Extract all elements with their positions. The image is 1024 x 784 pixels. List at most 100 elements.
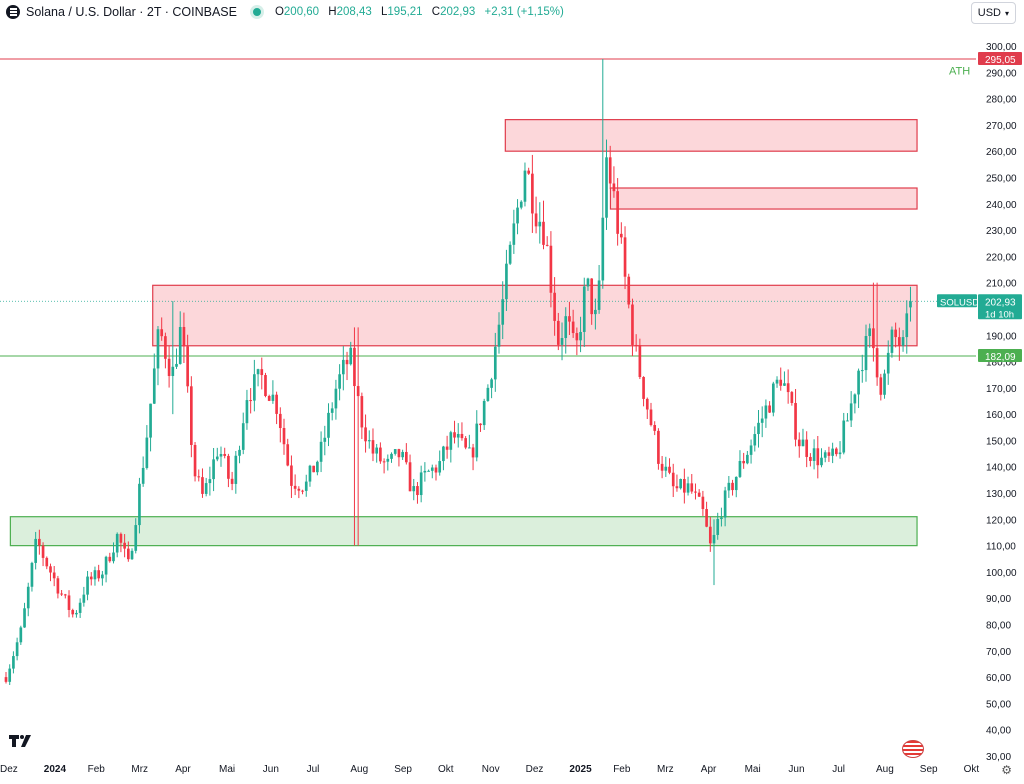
resistance-zone[interactable]: [609, 187, 918, 210]
candle-body: [527, 170, 530, 174]
candle-body: [434, 467, 438, 473]
y-tick-label: 90,00: [986, 594, 1011, 605]
open-label: O: [274, 6, 284, 18]
resistance-zone[interactable]: [152, 284, 918, 347]
candle-body: [657, 430, 660, 464]
x-tick-label: Dez: [0, 764, 18, 775]
candle-body: [38, 538, 41, 546]
candle-body: [797, 439, 801, 447]
y-tick-label: 180,00: [986, 358, 1017, 369]
candle-body: [875, 348, 879, 378]
candle-body: [771, 383, 775, 413]
candle-body: [312, 465, 316, 473]
candle-body: [182, 326, 186, 347]
candle-body: [175, 363, 178, 367]
y-tick-label: 150,00: [986, 436, 1017, 447]
candle-body: [590, 278, 594, 315]
candle-body: [15, 642, 19, 657]
candle-body: [846, 420, 849, 422]
candle-body: [812, 448, 816, 461]
tradingview-logo[interactable]: [8, 733, 34, 749]
gear-icon[interactable]: ⚙: [1001, 763, 1012, 777]
candle-body: [505, 263, 508, 300]
currency-button[interactable]: USD ▾: [970, 2, 1016, 24]
candle-body: [668, 466, 671, 473]
candle-body: [115, 533, 119, 553]
candle-body: [256, 369, 260, 375]
candle-body: [160, 329, 164, 337]
candle-body: [508, 244, 512, 264]
candle-body: [568, 316, 571, 322]
chart-header: Solana / U.S. Dollar · 2T · COINBASE O20…: [0, 0, 1024, 24]
candle-body: [731, 482, 734, 491]
candle-body: [430, 467, 434, 471]
candle-body: [104, 556, 108, 575]
us-flag-icon[interactable]: [902, 740, 924, 758]
candle-body: [12, 656, 15, 669]
x-tick-label: Mai: [219, 764, 235, 775]
price-label-bg: [978, 52, 1022, 66]
candle-body: [894, 329, 897, 338]
y-tick-label: 220,00: [986, 252, 1017, 263]
candle-body: [234, 455, 238, 484]
candle-body: [534, 213, 538, 227]
candle-body: [786, 383, 790, 393]
candle-body: [197, 476, 201, 478]
candle-body: [849, 403, 853, 421]
candle-body: [701, 496, 705, 510]
x-tick-label: Okt: [438, 764, 454, 775]
candle-body: [390, 453, 393, 459]
y-tick-label: 130,00: [986, 489, 1017, 500]
candle-body: [742, 460, 745, 464]
candle-body: [801, 439, 805, 447]
candle-body: [227, 455, 230, 479]
candle-body: [834, 448, 838, 455]
candle-body: [405, 451, 408, 463]
candle-body: [623, 237, 627, 277]
candle-body: [823, 452, 827, 458]
candle-body: [412, 486, 416, 492]
candle-body: [41, 545, 45, 558]
candle-body: [860, 370, 864, 372]
last-price-bg: [978, 294, 1022, 320]
candle-body: [93, 570, 97, 580]
candle-body: [675, 486, 679, 489]
symbol-title[interactable]: Solana / U.S. Dollar · 2T · COINBASE: [26, 5, 237, 19]
candle-body: [705, 509, 708, 527]
candle-body: [638, 345, 642, 378]
candle-body: [286, 444, 290, 466]
candle-body: [19, 627, 23, 643]
candle-body: [838, 452, 842, 455]
y-tick-label: 210,00: [986, 279, 1017, 290]
candle-body: [660, 463, 664, 471]
candle-body: [253, 374, 256, 401]
resistance-zone[interactable]: [504, 119, 918, 152]
candle-body: [649, 409, 653, 426]
support-zone[interactable]: [9, 516, 918, 547]
countdown-value: 1d 10h: [985, 309, 1014, 320]
candle-body: [820, 457, 823, 466]
price-label: 182,09: [985, 352, 1016, 363]
candle-body: [757, 422, 760, 435]
high-label: H: [328, 6, 337, 18]
candle-body: [571, 321, 575, 334]
candle-body: [123, 542, 126, 549]
candle-body: [453, 432, 456, 438]
candle-body: [338, 374, 341, 389]
candle-body: [564, 316, 568, 339]
y-tick-label: 190,00: [986, 331, 1017, 342]
solana-icon: [6, 5, 20, 19]
market-status-icon[interactable]: [252, 8, 261, 16]
candle-body: [319, 441, 323, 462]
candle-body: [330, 408, 334, 413]
y-tick-label: 160,00: [986, 410, 1017, 421]
candle-body: [282, 428, 286, 445]
candle-body: [264, 375, 267, 397]
candle-body: [779, 379, 783, 386]
candle-body: [594, 309, 597, 315]
y-tick-label: 300,00: [986, 42, 1017, 53]
x-tick-label: Mai: [745, 764, 761, 775]
candle-body: [271, 394, 275, 401]
x-tick-label: Okt: [964, 764, 980, 775]
